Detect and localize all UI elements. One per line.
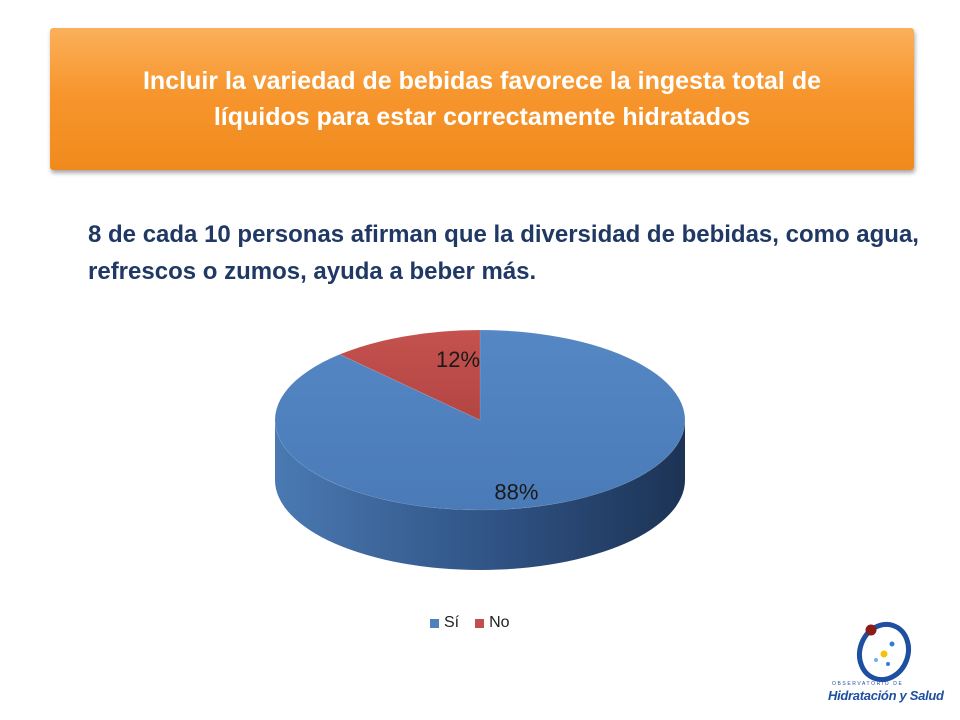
slide-title: Incluir la variedad de bebidas favorece …: [142, 67, 821, 131]
pie-label-no: 12%: [436, 347, 480, 372]
legend-label-si: Sí: [444, 614, 460, 631]
legend-label-no: No: [489, 614, 510, 631]
logo-brand: Hidratación y Salud: [828, 688, 944, 703]
pie-side: [275, 420, 685, 570]
legend-swatch-no: [475, 618, 485, 628]
pie-slice-si: [274, 329, 686, 511]
pie-slice-no: [338, 329, 481, 421]
legend-item-no: No: [475, 614, 510, 632]
legend-swatch-si: [430, 618, 439, 628]
legend: Sí No: [430, 614, 510, 632]
logo-small-text: OBSERVATORIO DE: [832, 681, 904, 687]
logo-icon: [856, 621, 912, 683]
slide-subtitle: 8 de cada 10 personas afirman que la div…: [88, 221, 919, 285]
pie-label-si: 88%: [494, 480, 538, 505]
pie-labels: 88% 12%: [436, 347, 538, 504]
pie-top: [274, 329, 686, 511]
legend-item-si: Sí: [430, 614, 459, 632]
title-banner: Incluir la variedad de bebidas favorece …: [50, 28, 914, 170]
pie-side-wall: [275, 420, 685, 570]
